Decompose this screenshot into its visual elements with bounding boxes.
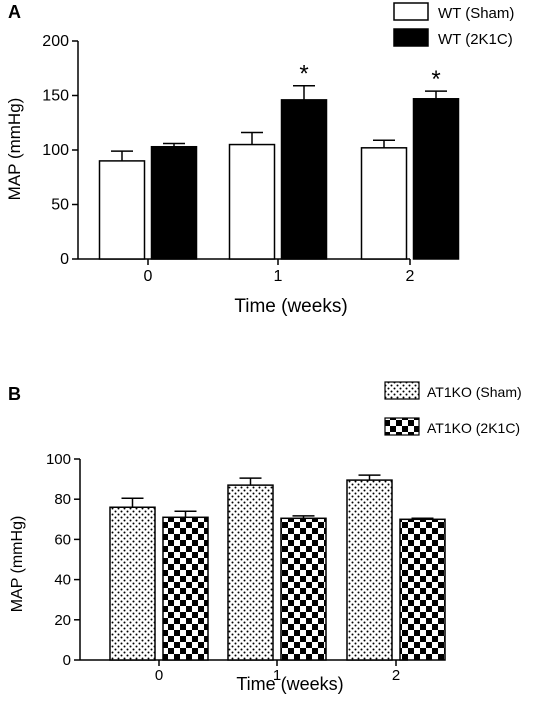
y-tick-label: 80 [54, 491, 71, 508]
bar [280, 99, 328, 260]
y-tick-label: 150 [42, 88, 69, 105]
bar [228, 143, 276, 260]
y-tick-label: 0 [60, 251, 69, 268]
x-tick-label: 2 [406, 268, 415, 285]
y-tick-label: 100 [46, 451, 71, 468]
bar [227, 484, 274, 661]
axes: 0 50 100 150 200 0 1 2 [42, 33, 414, 285]
panel-label-a: A [8, 2, 21, 22]
legend-label-at1ko-sham: AT1KO (Sham) [427, 384, 522, 400]
bars: * * [98, 61, 460, 260]
y-tick-label: 20 [54, 612, 71, 629]
y-tick-label: 200 [42, 33, 69, 50]
legend-swatch-at1ko-2k1c [384, 417, 420, 436]
chart-panel-a: A MAP (mmHg) Time (weeks) 0 50 100 150 200 0 1… [5, 2, 514, 317]
x-axis-label: Time (weeks) [234, 296, 347, 317]
bar [150, 145, 198, 260]
legend-swatch-wt-2k1c [393, 28, 429, 47]
bar [280, 517, 327, 661]
y-tick-label: 0 [63, 652, 71, 669]
legend-swatch-wt-sham [393, 2, 429, 21]
significance-marker: * [299, 61, 308, 88]
significance-marker: * [431, 66, 440, 93]
bar [346, 479, 393, 661]
bar [109, 506, 156, 661]
legend-swatch-at1ko-sham [384, 381, 420, 400]
bar [162, 516, 209, 661]
bars [109, 474, 446, 661]
bar [360, 147, 408, 260]
y-tick-label: 50 [51, 197, 69, 214]
legend-label-wt-sham: WT (Sham) [438, 5, 514, 22]
bar [98, 160, 146, 260]
chart-panel-b: B MAP (mmHg) Time (weeks) 0 20 40 60 80 100 0 1… [8, 381, 522, 694]
x-tick-label: 0 [155, 667, 163, 684]
bar [399, 518, 446, 661]
x-tick-label: 1 [273, 667, 281, 684]
legend-label-wt-2k1c: WT (2K1C) [438, 31, 513, 48]
legend: AT1KO (Sham) AT1KO (2K1C) [384, 381, 522, 436]
bar [412, 98, 460, 260]
x-tick-label: 2 [392, 667, 400, 684]
y-tick-label: 100 [42, 142, 69, 159]
y-tick-label: 60 [54, 531, 71, 548]
x-axis-label: Time (weeks) [236, 674, 343, 694]
x-tick-label: 0 [144, 268, 153, 285]
y-axis-label: MAP (mmHg) [9, 516, 26, 613]
panel-label-b: B [8, 384, 21, 404]
y-tick-label: 40 [54, 572, 71, 589]
legend: WT (Sham) WT (2K1C) [393, 2, 514, 48]
x-tick-label: 1 [274, 268, 283, 285]
legend-label-at1ko-2k1c: AT1KO (2K1C) [427, 420, 520, 436]
y-axis-label: MAP (mmHg) [5, 98, 24, 201]
